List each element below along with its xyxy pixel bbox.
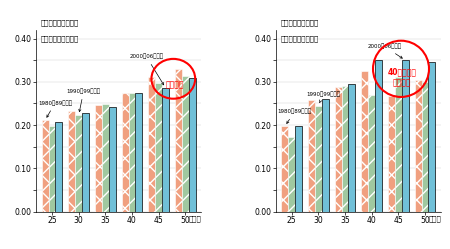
Bar bbox=[348, 84, 356, 212]
Bar bbox=[335, 87, 342, 212]
Bar bbox=[189, 78, 196, 212]
Bar bbox=[82, 113, 89, 212]
Text: （高卒男性労働者）: （高卒男性労働者） bbox=[41, 35, 79, 42]
Text: 1980～89年平均: 1980～89年平均 bbox=[38, 100, 72, 117]
Bar bbox=[281, 126, 288, 212]
Text: 《十分位分散係数》: 《十分位分散係数》 bbox=[41, 20, 79, 26]
Text: 格差縮小: 格差縮小 bbox=[166, 80, 184, 89]
Bar bbox=[109, 107, 116, 212]
Text: 1980～89年平均: 1980～89年平均 bbox=[278, 109, 312, 124]
Bar bbox=[422, 82, 428, 212]
Text: 2000～06年平均: 2000～06年平均 bbox=[368, 44, 402, 58]
Bar bbox=[288, 137, 295, 212]
Bar bbox=[148, 77, 155, 212]
Bar bbox=[322, 99, 329, 212]
Bar bbox=[135, 93, 142, 212]
Bar bbox=[428, 62, 436, 212]
Bar bbox=[55, 122, 63, 212]
Text: 1990～99年平均: 1990～99年平均 bbox=[67, 88, 101, 112]
Bar bbox=[375, 60, 382, 212]
Bar bbox=[102, 104, 109, 212]
Bar bbox=[388, 96, 395, 212]
Bar bbox=[342, 86, 348, 212]
Bar bbox=[308, 100, 315, 212]
Bar bbox=[361, 71, 368, 212]
Bar bbox=[315, 106, 322, 212]
Bar bbox=[95, 105, 102, 212]
Bar bbox=[49, 126, 55, 212]
Text: 《十分位分散係数》: 《十分位分散係数》 bbox=[281, 20, 319, 26]
Bar bbox=[395, 77, 402, 212]
Bar bbox=[155, 83, 162, 212]
Bar bbox=[402, 60, 409, 212]
Text: 1990～99年平均: 1990～99年平均 bbox=[306, 91, 340, 103]
Bar bbox=[182, 76, 189, 212]
Bar bbox=[129, 93, 135, 212]
Bar bbox=[41, 120, 49, 212]
Bar bbox=[368, 95, 375, 212]
Text: （歳）: （歳） bbox=[189, 215, 201, 222]
Bar bbox=[75, 115, 82, 212]
Bar bbox=[162, 88, 169, 212]
Bar bbox=[175, 69, 182, 212]
Text: （歳）: （歳） bbox=[428, 215, 441, 222]
Text: 40代以降で
格差増大: 40代以降で 格差増大 bbox=[388, 67, 417, 87]
Text: 2000～06年平均: 2000～06年平均 bbox=[129, 54, 164, 85]
Text: （大卒男性労働者）: （大卒男性労働者） bbox=[281, 35, 319, 42]
Bar bbox=[122, 93, 129, 212]
Bar bbox=[414, 80, 422, 212]
Bar bbox=[68, 111, 75, 212]
Bar bbox=[295, 126, 302, 212]
